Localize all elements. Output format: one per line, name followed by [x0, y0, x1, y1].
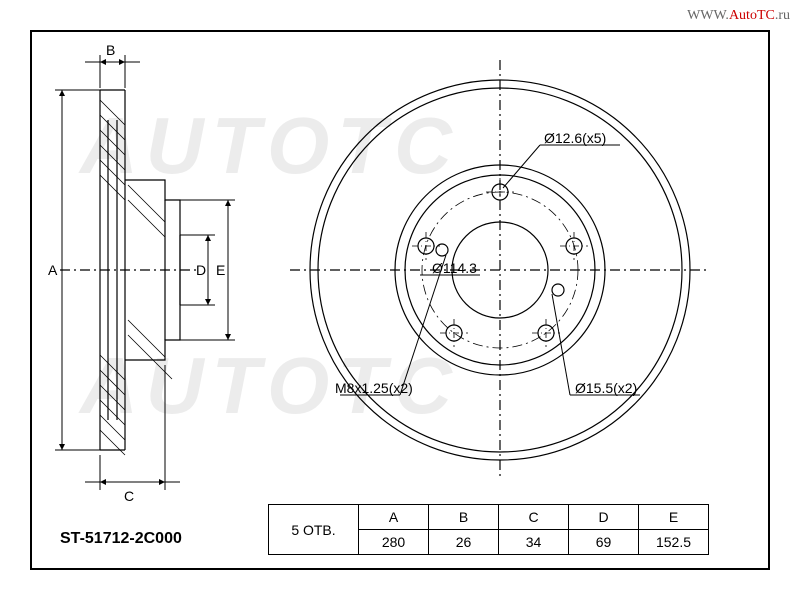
td-D: 69	[569, 530, 639, 555]
side-view	[60, 90, 200, 455]
td-B: 26	[429, 530, 499, 555]
holes-cell: 5 ОТВ.	[269, 505, 359, 555]
dim-B	[85, 55, 140, 88]
th-E: E	[639, 505, 709, 530]
anno-bore: Ø114.3	[432, 260, 477, 276]
anno-counter: Ø15.5(x2)	[575, 380, 637, 396]
anno-small-holes: Ø12.6(x5)	[544, 130, 606, 146]
th-A: A	[359, 505, 429, 530]
th-D: D	[569, 505, 639, 530]
front-view	[290, 60, 710, 480]
anno-thread: M8x1.25(x2)	[335, 380, 413, 396]
dim-label-B: B	[106, 42, 115, 58]
dim-label-A: A	[48, 262, 57, 278]
dim-label-C: C	[124, 488, 134, 504]
dimension-table: 5 ОТВ. A B C D E 280 26 34 69 152.5	[268, 504, 709, 555]
td-A: 280	[359, 530, 429, 555]
dim-label-E: E	[216, 262, 225, 278]
table-row: 5 ОТВ. A B C D E	[269, 505, 709, 530]
th-C: C	[499, 505, 569, 530]
part-number: ST-51712-2C000	[60, 530, 182, 548]
td-C: 34	[499, 530, 569, 555]
dim-label-D: D	[196, 262, 206, 278]
td-E: 152.5	[639, 530, 709, 555]
dim-C	[85, 365, 180, 490]
dim-A	[55, 90, 100, 450]
th-B: B	[429, 505, 499, 530]
